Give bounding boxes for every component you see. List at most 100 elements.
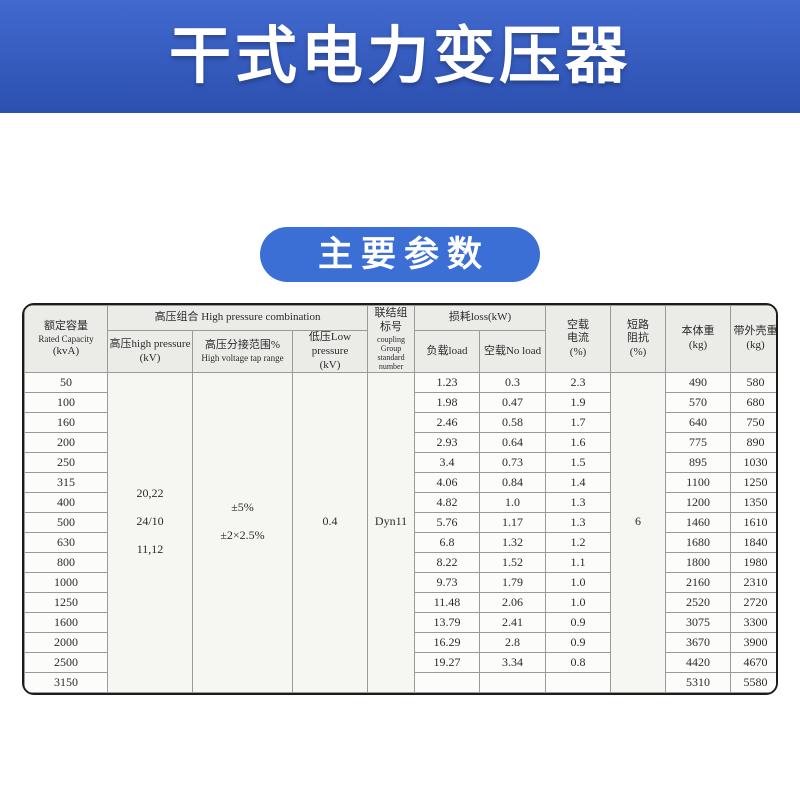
load-loss-cell	[414, 672, 481, 694]
no-load-current-cell	[545, 672, 612, 694]
load-loss-cell: 8.22	[414, 552, 481, 574]
header-coupling-en2: Group standard	[377, 343, 405, 362]
header-tap-range-zh: 高压分接范围%	[204, 339, 281, 352]
no-load-current-cell: 1.2	[545, 532, 612, 554]
no-load-loss-cell	[479, 672, 547, 694]
no-load-current-cell: 1.9	[545, 392, 612, 414]
shell-weight-cell: 580	[730, 372, 776, 394]
shell-weight-cell: 1980	[730, 552, 776, 574]
body-weight-cell: 895	[665, 452, 732, 474]
tap-range-cell: ±5% ±2×2.5%	[192, 372, 293, 694]
no-load-loss-cell: 0.64	[479, 432, 547, 454]
header-coupling: 联结组 标号 coupling Group standard number	[367, 305, 416, 374]
header-low-pressure-line1: 低压Low pressure	[308, 331, 352, 357]
shell-weight-cell: 1840	[730, 532, 776, 554]
no-load-current-cell: 1.3	[545, 492, 612, 514]
no-load-loss-cell: 1.79	[479, 572, 547, 594]
no-load-loss-cell: 2.8	[479, 632, 547, 654]
shell-weight-cell: 5580	[730, 672, 776, 694]
header-row-sub: 高压high pressure (kV) 高压分接范围% High voltag…	[25, 329, 777, 374]
body-weight-cell: 3670	[665, 632, 732, 654]
header-tap-range-en: High voltage tap range	[201, 352, 284, 363]
header-high-pressure: 高压high pressure (kV)	[107, 329, 193, 374]
page-title: 干式电力变压器	[168, 21, 631, 91]
table-row: 1250 11.48 2.06 1.0 2520 2720	[24, 592, 776, 614]
no-load-loss-cell: 0.73	[479, 452, 547, 474]
no-load-loss-cell: 0.58	[479, 412, 547, 434]
shell-weight-cell: 1610	[730, 512, 776, 534]
no-load-current-cell: 2.3	[545, 372, 612, 394]
no-load-loss-cell: 1.52	[479, 552, 547, 574]
header-rated-capacity: 额定容量 Rated Capacity (kvA)	[24, 305, 108, 374]
load-loss-cell: 4.06	[414, 472, 481, 494]
header-body-weight: 本体重 (kg)	[665, 305, 732, 374]
no-load-loss-cell: 0.3	[479, 372, 547, 394]
capacity-cell: 1600	[24, 612, 108, 634]
no-load-loss-cell: 2.41	[479, 612, 547, 634]
header-coupling-en1: coupling	[377, 334, 406, 344]
body-weight-cell: 3075	[665, 612, 732, 634]
body-weight-cell: 640	[665, 412, 732, 434]
body-weight-cell: 1460	[665, 512, 732, 534]
no-load-loss-cell: 3.34	[479, 652, 547, 674]
body-weight-cell: 1200	[665, 492, 732, 514]
table-row: 1000 9.73 1.79 1.0 2160 2310	[24, 572, 776, 594]
capacity-cell: 630	[24, 532, 108, 554]
high-pressure-cell: 20,22 24/10 11,12	[107, 372, 193, 694]
table-row: 200 2.93 0.64 1.6 775 890	[24, 432, 776, 454]
table-row: 3150 5310 5580	[24, 672, 776, 694]
shell-weight-cell: 1030	[730, 452, 776, 474]
table-row: 100 1.98 0.47 1.9 570 680	[24, 392, 776, 414]
capacity-cell: 3150	[24, 672, 108, 694]
body-weight-cell: 2520	[665, 592, 732, 614]
no-load-current-cell: 1.5	[545, 452, 612, 474]
header-low-pressure-unit: (kV)	[319, 358, 341, 371]
section-badge: 主要参数	[260, 227, 540, 282]
header-load-loss: 负载load	[414, 329, 481, 374]
table-row: 630 6.8 1.32 1.2 1680 1840	[24, 532, 776, 554]
load-loss-cell: 6.8	[414, 532, 481, 554]
shell-weight-cell: 890	[730, 432, 776, 454]
header-impedance: 短路 阻抗 (%)	[610, 305, 667, 374]
no-load-loss-cell: 1.32	[479, 532, 547, 554]
header-coupling-zh2: 标号	[380, 320, 403, 333]
no-load-current-cell: 1.1	[545, 552, 612, 574]
no-load-current-cell: 1.6	[545, 432, 612, 454]
header-row-groups: 额定容量 Rated Capacity (kvA) 高压组合 High pres…	[24, 305, 776, 374]
load-loss-cell: 1.98	[414, 392, 481, 414]
load-loss-cell: 2.93	[414, 432, 481, 454]
capacity-cell: 500	[24, 512, 108, 534]
low-pressure-cell: 0.4	[291, 372, 369, 694]
shell-weight-cell: 3300	[730, 612, 776, 634]
table-row: 160 2.46 0.58 1.7 640 750	[24, 412, 776, 434]
shell-weight-cell: 750	[730, 412, 776, 434]
table-row: 2000 16.29 2.8 0.9 3670 3900	[24, 632, 776, 654]
header-high-pressure-unit: (kV)	[139, 351, 161, 364]
no-load-current-cell: 1.7	[545, 412, 612, 434]
header-loss-group: 损耗loss(kW)	[414, 305, 547, 331]
body-weight-cell: 570	[665, 392, 732, 414]
body-weight-cell: 5310	[665, 672, 732, 694]
load-loss-cell: 19.27	[414, 652, 481, 674]
capacity-cell: 50	[24, 372, 108, 394]
no-load-current-cell: 1.4	[545, 472, 612, 494]
header-rated-capacity-unit: (kvA)	[52, 344, 80, 357]
capacity-cell: 1250	[24, 592, 108, 614]
no-load-loss-cell: 0.84	[479, 472, 547, 494]
table-row: 2500 19.27 3.34 0.8 4420 4670	[24, 652, 776, 674]
load-loss-cell: 3.4	[414, 452, 481, 474]
body-weight-cell: 1100	[665, 472, 732, 494]
shell-weight-cell: 1250	[730, 472, 776, 494]
table-row: 50 20,22 24/10 11,12 ±5% ±2×2.5% 0.4 Dyn11 1.…	[24, 372, 776, 694]
capacity-cell: 200	[24, 432, 108, 454]
header-tap-range: 高压分接范围% High voltage tap range	[192, 329, 293, 374]
capacity-cell: 100	[24, 392, 108, 414]
header-high-pressure-line1: 高压high pressure	[109, 337, 191, 350]
shell-weight-cell: 2720	[730, 592, 776, 614]
no-load-loss-cell: 1.17	[479, 512, 547, 534]
shell-weight-cell: 2310	[730, 572, 776, 594]
no-load-current-cell: 0.8	[545, 652, 612, 674]
spec-table-container: 额定容量 Rated Capacity (kvA) 高压组合 High pres…	[22, 303, 778, 696]
capacity-cell: 1000	[24, 572, 108, 594]
capacity-cell: 400	[24, 492, 108, 514]
